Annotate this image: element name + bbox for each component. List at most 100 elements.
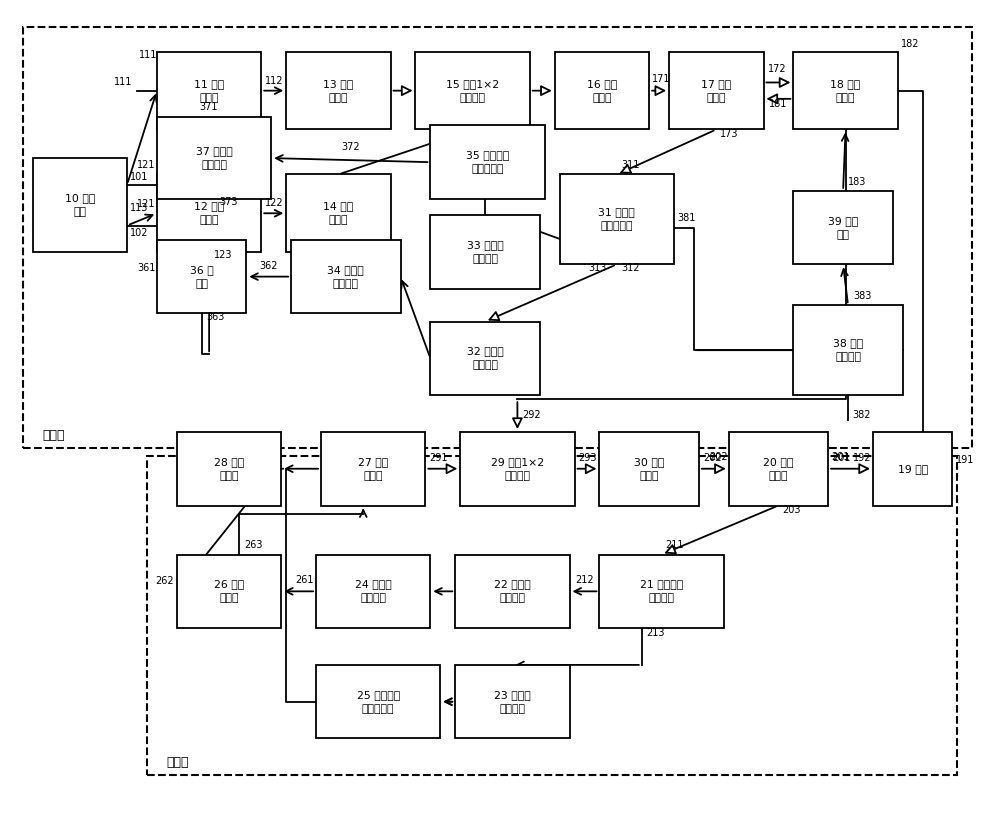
FancyBboxPatch shape: [177, 432, 281, 505]
Text: 293: 293: [579, 453, 597, 463]
Text: 373: 373: [219, 198, 238, 207]
Text: 16 第一
扰偏器: 16 第一 扰偏器: [587, 79, 617, 103]
Text: 201: 201: [831, 452, 850, 463]
Text: 32 第三光
电探测器: 32 第三光 电探测器: [467, 346, 503, 370]
Text: 21 第一解波
分复用器: 21 第一解波 分复用器: [640, 579, 683, 603]
Text: 123: 123: [214, 250, 233, 260]
Text: 27 第三
激光器: 27 第三 激光器: [358, 457, 388, 481]
Text: 19 光纤: 19 光纤: [898, 463, 928, 474]
Text: 181: 181: [769, 99, 787, 109]
Text: 172: 172: [768, 64, 786, 74]
Text: 15 第一1×2
光耦合器: 15 第一1×2 光耦合器: [446, 79, 499, 103]
Text: 113: 113: [130, 203, 148, 213]
Text: 102: 102: [130, 228, 149, 238]
Text: 111: 111: [114, 77, 132, 86]
FancyBboxPatch shape: [599, 555, 724, 628]
Text: 361: 361: [138, 263, 156, 272]
Text: 34 第二射
频放大器: 34 第二射 频放大器: [327, 265, 364, 289]
Text: 18 光学
延迟线: 18 光学 延迟线: [830, 79, 861, 103]
Text: 本地端: 本地端: [43, 429, 65, 442]
Text: 261: 261: [296, 574, 314, 585]
FancyBboxPatch shape: [430, 322, 540, 395]
Text: 291: 291: [429, 453, 448, 463]
Text: 122: 122: [265, 198, 284, 208]
Text: 17 第一
环形器: 17 第一 环形器: [701, 79, 731, 103]
FancyBboxPatch shape: [430, 125, 545, 199]
Text: 211: 211: [666, 541, 684, 551]
Text: 23 第二光
电探测器: 23 第二光 电探测器: [494, 690, 531, 714]
Text: 29 第二1×2
光耦合器: 29 第二1×2 光耦合器: [491, 457, 544, 481]
Text: 12 脉冲
发生器: 12 脉冲 发生器: [194, 202, 224, 226]
Text: 371: 371: [199, 102, 218, 112]
Text: 191: 191: [955, 454, 974, 465]
Text: 20 第二
环形器: 20 第二 环形器: [763, 457, 794, 481]
Text: 22 第一光
电探测器: 22 第一光 电探测器: [494, 579, 531, 603]
FancyBboxPatch shape: [599, 432, 699, 505]
Text: 37 时间间
隔计数器: 37 时间间 隔计数器: [196, 146, 232, 170]
Text: 381: 381: [677, 213, 695, 224]
Text: 24 第一射
频放大器: 24 第一射 频放大器: [355, 579, 392, 603]
FancyBboxPatch shape: [157, 117, 271, 199]
Text: 13 第一
激光器: 13 第一 激光器: [323, 79, 354, 103]
Text: 213: 213: [647, 628, 665, 638]
FancyBboxPatch shape: [560, 174, 674, 264]
FancyBboxPatch shape: [669, 52, 764, 129]
Text: 39 驱动
电路: 39 驱动 电路: [828, 216, 858, 239]
Text: 292: 292: [522, 410, 541, 420]
Text: 312: 312: [621, 263, 639, 272]
FancyBboxPatch shape: [33, 158, 127, 252]
Text: 171: 171: [652, 74, 671, 84]
Text: 311: 311: [621, 160, 639, 170]
FancyBboxPatch shape: [177, 555, 281, 628]
Text: 363: 363: [207, 312, 225, 322]
Text: 35 第二脉冲
分配放大器: 35 第二脉冲 分配放大器: [466, 150, 509, 174]
Text: 202: 202: [709, 452, 728, 463]
Text: 203: 203: [782, 505, 801, 515]
FancyBboxPatch shape: [157, 239, 246, 314]
Text: 101: 101: [130, 172, 148, 182]
FancyBboxPatch shape: [430, 216, 540, 289]
Text: 30 第二
扰偏器: 30 第二 扰偏器: [634, 457, 664, 481]
Text: 33 第四光
电探测器: 33 第四光 电探测器: [467, 240, 503, 264]
Text: 28 第四
激光器: 28 第四 激光器: [214, 457, 244, 481]
FancyBboxPatch shape: [455, 555, 570, 628]
Text: 36 鉴
相器: 36 鉴 相器: [190, 265, 214, 289]
FancyBboxPatch shape: [793, 52, 898, 129]
Text: 25 第一脉冲
分配放大器: 25 第一脉冲 分配放大器: [357, 690, 400, 714]
FancyBboxPatch shape: [873, 432, 952, 505]
FancyBboxPatch shape: [157, 174, 261, 252]
FancyBboxPatch shape: [291, 239, 401, 314]
Text: 10 频率
参考: 10 频率 参考: [65, 193, 95, 217]
FancyBboxPatch shape: [321, 432, 425, 505]
Text: 182: 182: [901, 39, 919, 49]
FancyBboxPatch shape: [157, 52, 261, 129]
Text: 202: 202: [703, 453, 721, 463]
Text: 112: 112: [265, 76, 284, 86]
Text: 26 射频
功分器: 26 射频 功分器: [214, 579, 244, 603]
Text: 263: 263: [244, 541, 262, 551]
FancyBboxPatch shape: [316, 555, 430, 628]
Text: 382: 382: [852, 410, 871, 420]
FancyBboxPatch shape: [415, 52, 530, 129]
Text: 11 锁相
倍频器: 11 锁相 倍频器: [194, 79, 224, 103]
FancyBboxPatch shape: [555, 52, 649, 129]
Text: 111: 111: [139, 50, 157, 60]
FancyBboxPatch shape: [793, 191, 893, 264]
Text: 313: 313: [589, 263, 607, 272]
Text: 38 延迟
处理单元: 38 延迟 处理单元: [833, 338, 863, 362]
Text: 183: 183: [848, 177, 866, 187]
FancyBboxPatch shape: [460, 432, 575, 505]
Text: 14 第二
激光器: 14 第二 激光器: [323, 202, 354, 226]
Text: 212: 212: [575, 574, 594, 585]
Text: 远地端: 远地端: [167, 756, 189, 769]
FancyBboxPatch shape: [286, 52, 391, 129]
Text: 201: 201: [832, 453, 851, 463]
Text: 262: 262: [155, 575, 174, 586]
FancyBboxPatch shape: [793, 305, 903, 395]
FancyBboxPatch shape: [286, 174, 391, 252]
Text: 173: 173: [720, 129, 739, 139]
Text: 31 第二解
波分复用器: 31 第二解 波分复用器: [598, 207, 635, 231]
Text: 192: 192: [853, 453, 872, 463]
FancyBboxPatch shape: [455, 665, 570, 738]
Text: 121: 121: [137, 160, 156, 170]
